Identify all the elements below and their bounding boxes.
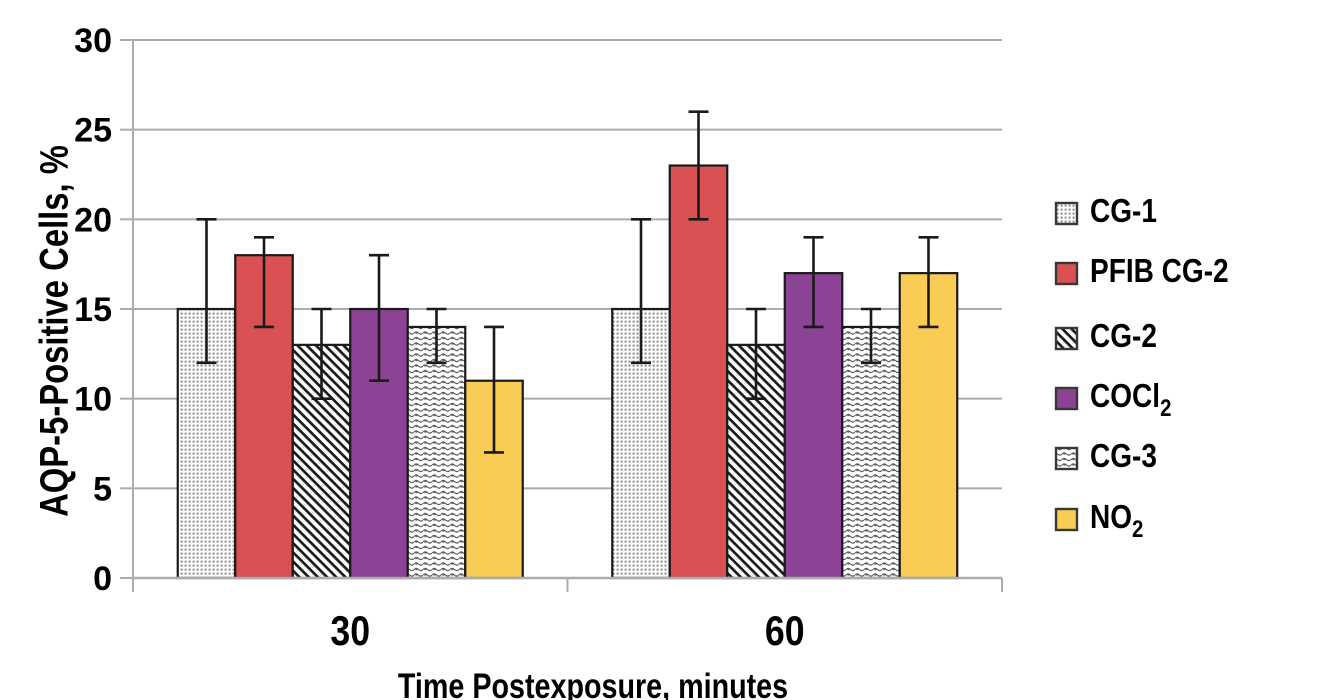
y-tick-label-15-text: 15	[74, 291, 112, 329]
error-bar-cg-3-60	[861, 307, 881, 365]
y-axis-title: AQP-5-Positive Cells, %	[33, 104, 78, 557]
legend-swatch-cg-2	[1054, 326, 1079, 351]
y-tick-label-10: 10	[74, 381, 112, 419]
error-bar-no2-30	[484, 325, 504, 454]
y-tick-label-30: 30	[74, 22, 112, 60]
x-tick-label-30: 30	[330, 608, 370, 654]
x-axis-title: Time Postexposure, minutes	[355, 667, 831, 700]
legend-label-cg-2: CG-2	[1090, 318, 1157, 355]
legend-item-no2: NO2	[1054, 499, 1143, 542]
legend-label-pfib-cg-2: PFIB CG-2	[1090, 253, 1229, 290]
error-bar-cocl2-60	[803, 235, 824, 329]
x-tick-label-60-text: 60	[765, 608, 805, 654]
legend-label-cg-2-text: CG-2	[1090, 318, 1157, 355]
error-bar-cg-2-60	[746, 307, 766, 400]
legend-label-no2: NO2	[1090, 499, 1143, 542]
y-axis-title-text: AQP-5-Positive Cells, %	[32, 145, 77, 517]
legend-item-pfib-cg-2: PFIB CG-2	[1054, 253, 1229, 290]
bar-pfib-cg-2-60	[668, 164, 729, 580]
legend-item-cg-2: CG-2	[1054, 318, 1157, 355]
legend-label-cg-3: CG-3	[1090, 438, 1157, 475]
y-tick-label-15: 15	[74, 291, 112, 329]
y-tick-label-0: 0	[93, 560, 112, 598]
bar-cg-3-30	[406, 325, 467, 580]
x-tick-label-60: 60	[765, 608, 805, 654]
y-tick-label-25-text: 25	[74, 112, 112, 150]
error-bar-pfib-cg-2-30	[254, 235, 274, 329]
legend-label-no2-text: NO2	[1090, 499, 1143, 542]
legend-item-cg-3: CG-3	[1054, 438, 1157, 475]
legend-label-pfib-cg-2-text: PFIB CG-2	[1090, 253, 1229, 290]
y-tick-label-5-text: 5	[93, 470, 112, 508]
legend-swatch-cocl2	[1054, 386, 1079, 411]
y-tick-label-25: 25	[74, 112, 112, 150]
legend-label-cocl2-text: COCl2	[1090, 378, 1171, 421]
legend-label-cocl2: COCl2	[1090, 378, 1171, 421]
error-bar-cg-2-30	[311, 307, 332, 400]
y-tick-label-30-text: 30	[74, 22, 112, 60]
y-tick-label-10-text: 10	[74, 381, 112, 419]
error-bar-cocl2-30	[369, 253, 389, 383]
legend: CG-1 PFIB CG-2 CG-2 COCl2 CG-3 NO2	[1054, 193, 1229, 542]
y-tick-label-5: 5	[93, 470, 112, 508]
legend-label-cg-1: CG-1	[1090, 193, 1157, 230]
error-bar-pfib-cg-2-60	[688, 110, 709, 221]
y-tick-label-20: 20	[74, 201, 112, 239]
legend-swatch-pfib-cg-2	[1054, 261, 1079, 286]
legend-item-cg-1: CG-1	[1054, 193, 1157, 230]
legend-swatch-no2	[1054, 507, 1079, 532]
x-tick-label-30-text: 30	[330, 608, 370, 654]
error-bar-cg-1-60	[631, 218, 651, 365]
y-tick-label-20-text: 20	[74, 201, 112, 239]
legend-label-cg-3-text: CG-3	[1090, 438, 1157, 475]
legend-item-cocl2: COCl2	[1054, 378, 1171, 421]
legend-swatch-cg-3	[1054, 446, 1079, 471]
error-bar-no2-60	[918, 235, 939, 329]
error-bar-cg-1-30	[196, 218, 217, 365]
bar-cg-3-60	[841, 325, 901, 580]
x-axis-title-text: Time Postexposure, minutes	[397, 667, 789, 700]
legend-label-cg-1-text: CG-1	[1090, 193, 1157, 230]
legend-swatch-cg-1	[1054, 201, 1079, 226]
y-tick-label-0-text: 0	[93, 560, 112, 598]
error-bar-cg-3-30	[426, 307, 447, 365]
